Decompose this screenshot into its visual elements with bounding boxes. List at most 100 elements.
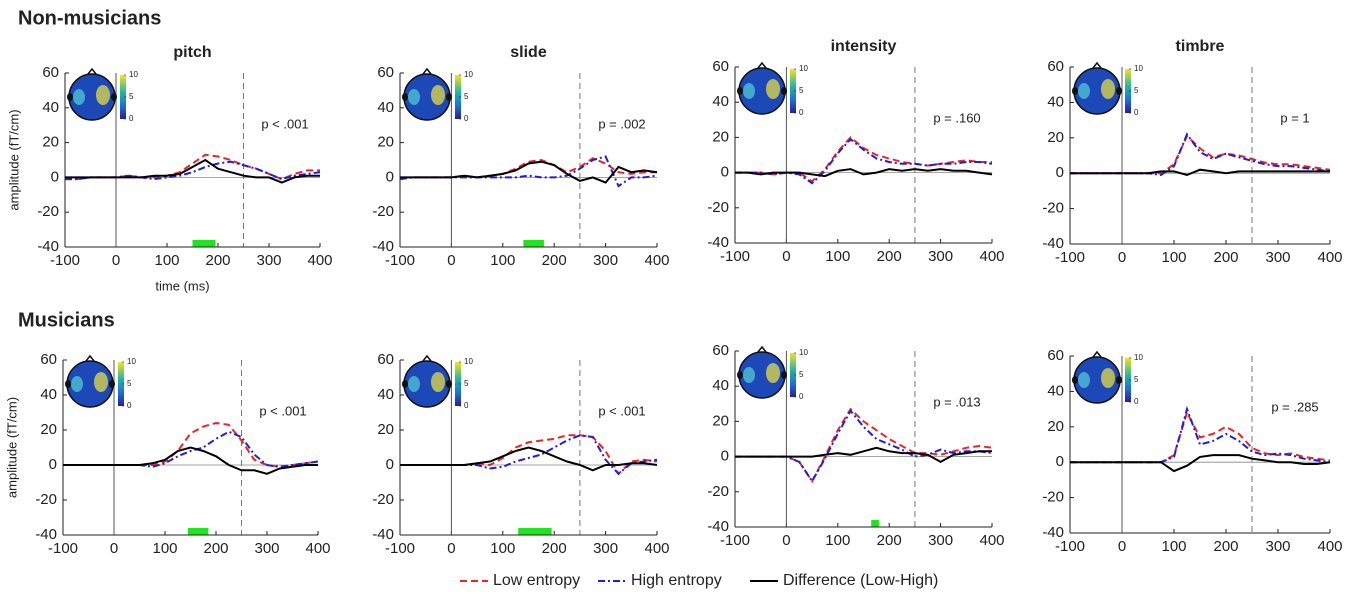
x-tick-label: 0 (112, 252, 120, 269)
colorbar-tick-label: 10 (1134, 353, 1143, 362)
x-tick-label: 200 (877, 532, 902, 549)
topomap-nose (1092, 350, 1102, 358)
p-value: p < .001 (259, 403, 306, 418)
series-line (735, 409, 993, 484)
x-tick-label: 100 (825, 532, 850, 549)
x-tick-label: 0 (447, 540, 455, 557)
topomap-blob (109, 380, 115, 388)
x-tick-label: 300 (254, 540, 279, 557)
topomap-blob (408, 89, 420, 105)
series-line (735, 407, 993, 484)
y-tick-label: 40 (1047, 382, 1064, 399)
x-tick-label: 400 (307, 252, 332, 269)
series-line (400, 446, 658, 472)
colorbar-tick-label: 5 (464, 92, 469, 101)
legend-label: Difference (Low-High) (783, 572, 938, 589)
y-tick-label: 20 (377, 421, 394, 438)
y-tick-label: -20 (1042, 489, 1064, 506)
series-line (400, 160, 658, 184)
x-tick-label: 100 (825, 248, 850, 265)
y-tick-label: 40 (712, 93, 729, 110)
topomap-blob (65, 380, 71, 388)
series-line (400, 434, 658, 476)
colorbar-tick-label: 5 (127, 379, 132, 388)
x-tick-label: 400 (1317, 249, 1342, 266)
x-tick-label: 100 (154, 252, 179, 269)
topomap-blob (1072, 376, 1078, 384)
series-line (63, 430, 319, 468)
y-tick-label: -40 (707, 234, 729, 251)
topomap-blob (766, 363, 780, 383)
x-tick-label: 200 (205, 252, 230, 269)
colorbar (1125, 69, 1131, 113)
y-tick-label: -40 (372, 526, 394, 543)
x-tick-label: 0 (782, 532, 790, 549)
y-tick-label: 60 (42, 64, 59, 81)
x-tick-label: 0 (782, 248, 790, 265)
x-tick-label: -100 (1055, 249, 1085, 266)
panel-title: intensity (831, 38, 897, 55)
x-tick-label: 200 (542, 252, 567, 269)
topomap-blob (1101, 368, 1115, 388)
y-tick-label: 0 (1056, 164, 1064, 181)
x-tick-label: 100 (1161, 249, 1186, 266)
series-line (63, 446, 318, 475)
significance-window (187, 528, 209, 535)
colorbar-tick-label: 0 (799, 108, 804, 117)
x-tick-label: 400 (305, 540, 330, 557)
topomap-blob (1116, 87, 1122, 95)
topomap-nose (757, 61, 767, 69)
topomap-blob (67, 93, 73, 101)
colorbar-tick-label: 0 (464, 114, 469, 123)
y-tick-label: 0 (386, 456, 394, 473)
series-line (1070, 405, 1331, 464)
colorbar-tick-label: 5 (799, 370, 804, 379)
x-tick-label: 300 (1265, 538, 1290, 555)
series-line (63, 421, 319, 468)
colorbar-tick-label: 0 (799, 392, 804, 401)
y-tick-label: -40 (707, 518, 729, 535)
y-tick-label: 40 (42, 99, 59, 116)
topomap-blob (71, 376, 83, 392)
colorbar-tick-label: 0 (1134, 397, 1139, 406)
x-tick-label: 400 (1317, 538, 1342, 555)
y-tick-label: -20 (707, 199, 729, 216)
y-axis-label: amplitude (fT/cm) (6, 109, 21, 210)
y-axis-label: amplitude (fT/cm) (4, 397, 19, 498)
colorbar-tick-label: 0 (1134, 108, 1139, 117)
topomap-blob (1072, 87, 1078, 95)
y-tick-label: 20 (712, 412, 729, 429)
significance-window (871, 520, 879, 527)
significance-window (192, 240, 216, 247)
x-tick-label: 100 (1161, 538, 1186, 555)
y-tick-label: 40 (377, 386, 394, 403)
y-tick-label: 40 (1047, 93, 1064, 110)
topomap-blob (1116, 376, 1122, 384)
x-tick-label: 0 (110, 540, 118, 557)
significance-window (518, 528, 552, 535)
colorbar (790, 69, 796, 113)
x-tick-label: 300 (593, 252, 618, 269)
x-tick-label: 300 (593, 540, 618, 557)
y-tick-label: 60 (377, 64, 394, 81)
panel-title: timbre (1176, 38, 1225, 55)
p-value: p = .013 (933, 394, 980, 409)
x-tick-label: -100 (50, 252, 80, 269)
x-tick-label: 200 (203, 540, 228, 557)
p-value: p = 1 (1280, 110, 1309, 125)
series-line (735, 137, 993, 185)
topomap-blob (96, 85, 110, 105)
colorbar-tick-label: 10 (464, 357, 473, 366)
x-tick-label: 100 (490, 252, 515, 269)
colorbar-tick-label: 10 (799, 348, 808, 357)
topomap-blob (402, 93, 408, 101)
y-tick-label: 60 (377, 351, 394, 368)
x-tick-label: 400 (644, 252, 669, 269)
x-tick-label: 300 (1265, 249, 1290, 266)
x-tick-label: 300 (256, 252, 281, 269)
topomap-nose (422, 354, 432, 362)
series-line (735, 446, 992, 464)
colorbar-tick-label: 10 (129, 70, 138, 79)
